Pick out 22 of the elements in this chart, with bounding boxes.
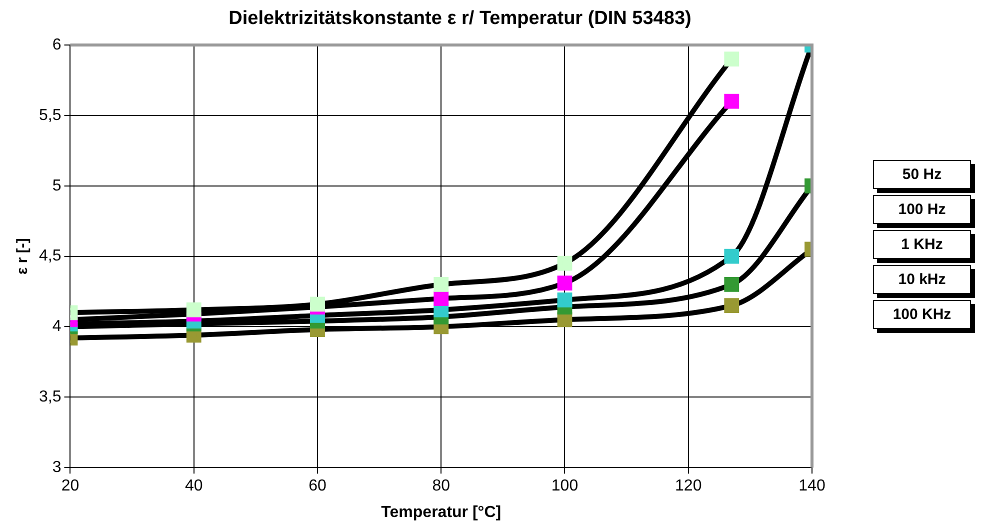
text: 10 kHz bbox=[873, 265, 971, 294]
text: 50 Hz bbox=[873, 160, 971, 189]
x-tick-label: 40 bbox=[184, 478, 203, 495]
x-axis-title: Temperatur [°C] bbox=[381, 504, 502, 521]
x-tick-label: 120 bbox=[675, 478, 702, 495]
text: 100 KHz bbox=[873, 300, 971, 329]
y-tick-label: 6 bbox=[52, 36, 62, 54]
x-tick-label: 60 bbox=[308, 478, 326, 495]
y-tick-label: 5 bbox=[52, 177, 62, 194]
y-tick-label: 3,5 bbox=[38, 388, 62, 406]
x-tick-label: 100 bbox=[551, 478, 578, 495]
y-tick-label: 3 bbox=[52, 459, 62, 476]
x-tick-label: 20 bbox=[61, 478, 80, 495]
text: 1 KHz bbox=[873, 230, 971, 259]
y-tick-label: 5,5 bbox=[38, 106, 62, 124]
chart-title: Dielektrizitätskonstante ε r/ Temperatur (DIN 53483) bbox=[228, 8, 692, 30]
y-axis-title: ε r [-] bbox=[14, 238, 32, 274]
y-tick-label: 4,5 bbox=[38, 248, 62, 265]
y-tick-label: 4 bbox=[52, 318, 62, 336]
text: 100 Hz bbox=[873, 195, 971, 224]
x-tick-label: 80 bbox=[432, 478, 450, 495]
x-tick-label: 140 bbox=[798, 478, 826, 495]
